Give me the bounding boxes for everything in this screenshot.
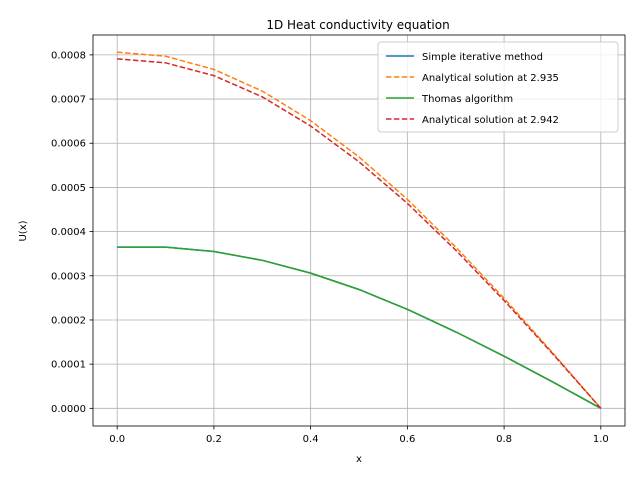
y-tick-label: 0.0008	[51, 50, 86, 61]
plot-frame	[92, 34, 626, 427]
chart-title: 1D Heat conductivity equation	[266, 18, 449, 32]
y-tick-label: 0.0002	[51, 315, 86, 326]
y-axis-label: U(x)	[18, 220, 29, 241]
x-tick-label: 1.0	[593, 434, 609, 445]
x-tick-label: 0.0	[109, 434, 125, 445]
legend-box	[377, 41, 619, 133]
y-tick-label: 0.0006	[51, 139, 86, 150]
legend-entry: Simple iterative method	[422, 52, 543, 63]
y-tick-label: 0.0004	[51, 227, 86, 238]
series-line-2	[117, 51, 602, 409]
legend-entry: Analytical solution at 2.942	[422, 115, 559, 126]
y-tick-label: 0.0003	[51, 271, 86, 282]
series-lines	[117, 51, 602, 409]
legend: Simple iterative method Analytical soluti…	[377, 41, 619, 133]
y-tick-label: 0.0005	[51, 183, 86, 194]
x-tick-label: 0.4	[303, 434, 319, 445]
y-tick-label: 0.0000	[51, 404, 86, 415]
x-tick-label: 0.2	[206, 434, 222, 445]
x-axis-label: x	[356, 454, 362, 465]
series-line-4	[117, 58, 602, 409]
series-line-3	[117, 246, 602, 409]
legend-entry: Analytical solution at 2.935	[422, 73, 559, 84]
x-tick-label: 0.6	[399, 434, 415, 445]
grid	[93, 35, 625, 426]
x-axis-ticks: 0.0 0.2 0.4 0.6 0.8 1.0	[109, 426, 609, 445]
y-axis-ticks: 0.0000 0.0001 0.0002 0.0003 0.0004 0.0005 0.00…	[51, 50, 93, 415]
y-tick-label: 0.0007	[51, 95, 86, 106]
x-tick-label: 0.8	[496, 434, 512, 445]
y-tick-label: 0.0001	[51, 360, 86, 371]
legend-entry: Thomas algorithm	[421, 94, 513, 105]
